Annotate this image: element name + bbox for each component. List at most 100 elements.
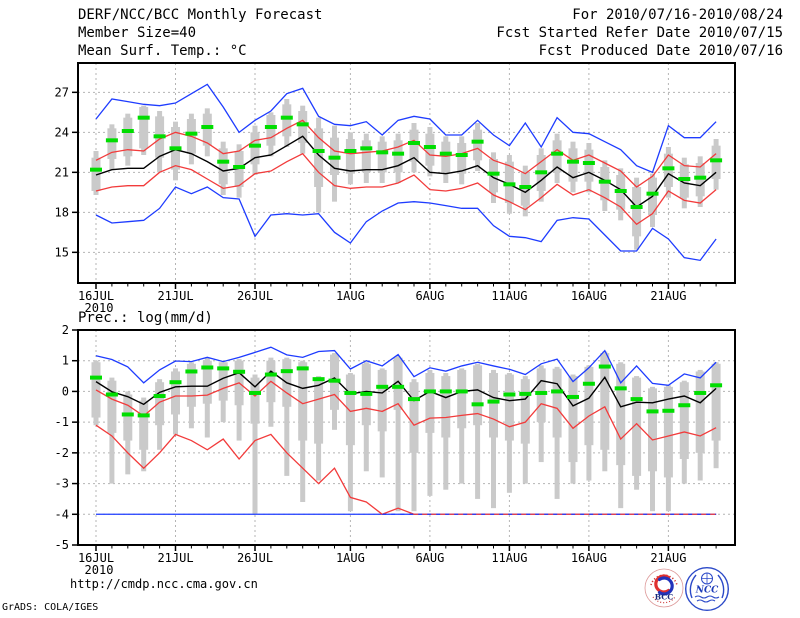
- spread-bar-inner: [711, 363, 721, 441]
- green-dash-marker: [312, 149, 325, 153]
- ncc-logo-wave-2: [696, 599, 716, 603]
- spread-bar-inner: [663, 386, 673, 478]
- series-line-ensemble-max: [95, 83, 717, 174]
- green-dash-marker: [662, 166, 675, 171]
- green-dash-marker: [169, 380, 182, 385]
- spread-bar-inner: [282, 104, 292, 137]
- spread-bar-inner: [711, 145, 721, 179]
- green-dash-marker: [455, 153, 468, 157]
- bcc-logo-red-swirl: [654, 574, 671, 594]
- member-size-label: Member Size=40: [78, 25, 197, 41]
- y-tick-label: 1: [62, 354, 69, 368]
- spread-bar-inner: [393, 357, 403, 410]
- spread-bar-outer: [491, 369, 496, 509]
- bcc-logo-label: BCC: [655, 593, 673, 602]
- spread-bar-inner: [393, 140, 403, 173]
- spread-bar-outer: [395, 356, 401, 512]
- bcc-logo: BCC: [644, 568, 684, 608]
- spread-bar-inner: [250, 132, 260, 165]
- source-url: http://cmdp.ncc.cma.gov.cn: [70, 577, 258, 591]
- green-dash-marker: [646, 409, 659, 414]
- series-line-mean-minus-sd: [95, 152, 717, 226]
- spread-bar-inner: [473, 365, 483, 426]
- green-dash-marker: [185, 131, 198, 136]
- spread-bar-inner: [552, 140, 562, 173]
- y-tick-label: 18: [55, 205, 69, 219]
- y-tick-label: -4: [55, 507, 69, 521]
- spread-bar-inner: [171, 371, 180, 415]
- green-dash-marker: [312, 377, 325, 382]
- x-tick-label: 16AUG: [571, 289, 607, 303]
- y-tick-label: 21: [55, 165, 69, 179]
- ncc-logo-globe-meridians: [701, 573, 713, 584]
- green-dash-marker: [710, 158, 723, 163]
- spread-bar-inner: [345, 139, 355, 174]
- spread-bar-inner: [139, 400, 149, 450]
- spread-bar-inner: [489, 373, 498, 438]
- green-dash-marker: [678, 177, 691, 181]
- chart-frame: [77, 329, 736, 546]
- green-dash-marker: [614, 386, 627, 391]
- spread-bar-inner: [504, 374, 514, 441]
- x-sub-year-label: 2010: [85, 301, 114, 315]
- spread-bar-inner: [663, 153, 673, 187]
- green-dash-marker: [519, 391, 532, 396]
- ncc-logo-wave-1: [694, 595, 720, 599]
- spread-bar-inner: [377, 141, 387, 173]
- spread-bar-inner: [409, 382, 419, 453]
- green-dash-marker: [614, 189, 627, 193]
- spread-bar-inner: [298, 362, 308, 441]
- forecast-range-label: For 2010/07/16-2010/08/24: [572, 7, 783, 23]
- x-tick-label: 1AUG: [336, 289, 365, 303]
- green-dash-marker: [598, 364, 611, 369]
- spread-bar-inner: [107, 380, 117, 433]
- x-tick-label: 21JUL: [157, 551, 193, 565]
- green-dash-marker: [662, 408, 675, 413]
- green-dash-marker: [328, 378, 341, 383]
- spread-bar-inner: [139, 107, 149, 149]
- temp-panel-title: Mean Surf. Temp.: °C: [78, 43, 247, 59]
- green-dash-marker: [630, 205, 643, 209]
- spread-bar-inner: [409, 129, 419, 162]
- ncc-logo: NCC: [685, 567, 729, 611]
- spread-bar-inner: [155, 382, 165, 426]
- spread-bar-inner: [202, 360, 212, 404]
- green-dash-marker: [439, 389, 452, 394]
- green-dash-marker: [249, 390, 261, 395]
- y-tick-label: 15: [55, 245, 69, 259]
- y-tick-label: 27: [55, 85, 69, 99]
- x-tick-label: 21JUL: [157, 289, 193, 303]
- spread-bar-inner: [345, 374, 355, 446]
- green-dash-marker: [233, 165, 246, 169]
- spread-bar-inner: [520, 379, 530, 444]
- spread-bar-inner: [186, 363, 196, 407]
- y-tick-label: -3: [55, 477, 69, 491]
- green-dash-marker: [423, 145, 436, 149]
- green-dash-marker: [551, 389, 564, 394]
- spread-bar-inner: [568, 376, 578, 463]
- green-dash-marker: [694, 175, 707, 180]
- x-tick-label: 1AUG: [336, 551, 365, 565]
- spread-bar-inner: [298, 111, 308, 143]
- green-dash-marker: [121, 412, 134, 417]
- spread-bar-inner: [536, 368, 546, 423]
- green-dash-marker: [137, 413, 150, 418]
- green-dash-marker: [408, 397, 420, 402]
- y-tick-label: 0: [62, 384, 69, 398]
- green-dash-marker: [121, 129, 134, 133]
- green-dash-marker: [439, 151, 452, 156]
- spread-bar-inner: [123, 117, 133, 157]
- spread-bar-outer: [475, 363, 481, 499]
- spread-bar-inner: [361, 140, 371, 173]
- spread-bar-inner: [107, 128, 117, 159]
- green-dash-marker: [423, 389, 436, 394]
- x-tick-label: 26JUL: [237, 289, 273, 303]
- green-dash-marker: [630, 397, 643, 402]
- x-tick-label: 21AUG: [650, 551, 686, 565]
- bcc-logo-bottom-arc-text: [652, 596, 676, 604]
- green-dash-marker: [360, 146, 373, 151]
- green-dash-marker: [392, 384, 405, 389]
- spread-bar-inner: [584, 366, 594, 446]
- green-dash-marker: [376, 384, 389, 389]
- prec-panel-title: Prec.: log(mm/d): [78, 310, 213, 326]
